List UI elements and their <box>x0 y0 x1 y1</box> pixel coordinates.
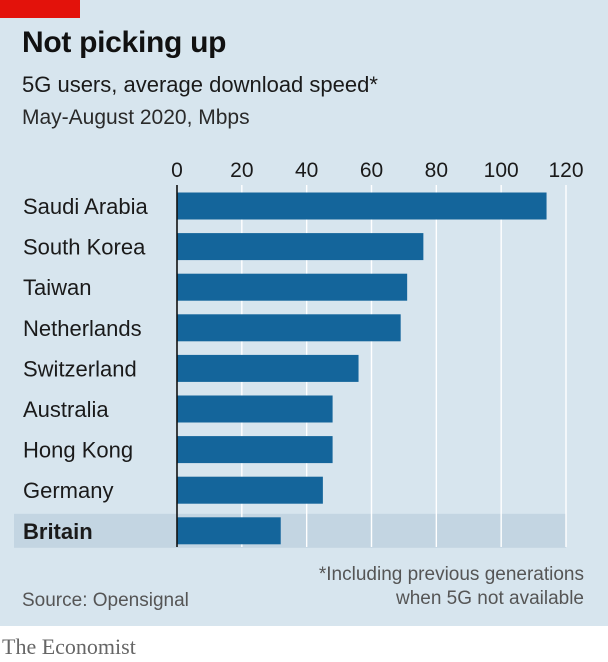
bar <box>177 395 333 423</box>
bar <box>177 314 401 342</box>
bar <box>177 517 281 545</box>
category-label: Britain <box>23 519 93 544</box>
chart-subtitle: 5G users, average download speed* <box>22 72 378 97</box>
bar <box>177 273 408 301</box>
bar <box>177 436 333 464</box>
x-tick-label: 60 <box>360 159 383 182</box>
bar <box>177 192 547 220</box>
category-label: South Korea <box>23 235 146 260</box>
chart-units: May-August 2020, Mbps <box>22 106 250 129</box>
category-label: Switzerland <box>23 356 137 381</box>
category-label: Saudi Arabia <box>23 194 149 219</box>
x-tick-label: 20 <box>230 159 253 182</box>
category-label: Germany <box>23 478 113 503</box>
bar <box>177 476 323 504</box>
chart-title: Not picking up <box>22 26 227 59</box>
bar-chart: 0 20 40 60 80 100 120 Saudi Arabia South Korea Ta… <box>14 159 584 548</box>
category-label: Australia <box>23 397 109 422</box>
x-tick-label: 100 <box>484 159 519 182</box>
x-tick-label: 80 <box>425 159 448 182</box>
brand-red-tag <box>0 0 80 18</box>
bar <box>177 233 424 261</box>
category-label: Hong Kong <box>23 438 133 463</box>
bar <box>177 354 359 382</box>
category-label: Taiwan <box>23 275 91 300</box>
footnote: *Including previous generations when 5G … <box>318 564 584 609</box>
brand-logo-text: The Economist <box>2 634 136 659</box>
x-tick-label: 0 <box>171 159 183 182</box>
highlight-band <box>14 513 566 548</box>
x-tick-label: 40 <box>295 159 318 182</box>
source-note: Source: Opensignal <box>22 590 189 611</box>
x-tick-label: 120 <box>548 159 583 182</box>
category-label: Netherlands <box>23 316 142 341</box>
